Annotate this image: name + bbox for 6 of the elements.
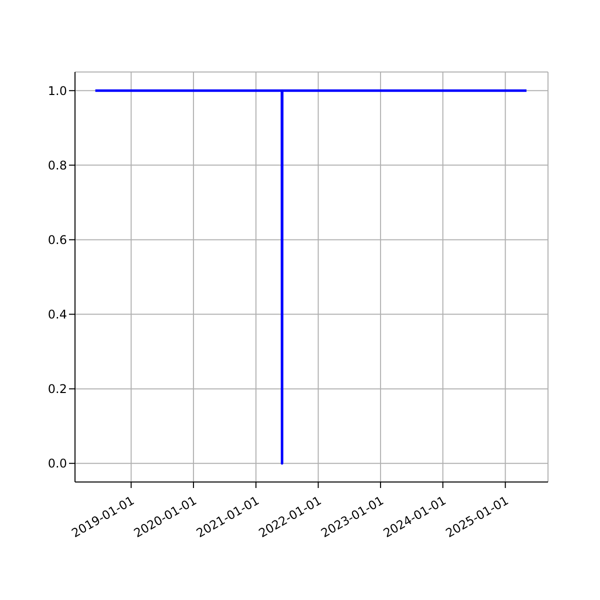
y-tick-label: 0.8 xyxy=(48,158,67,172)
y-tick-label: 0.4 xyxy=(48,308,67,322)
y-tick-label: 0.0 xyxy=(48,456,67,471)
y-tick-label: 0.6 xyxy=(48,232,67,247)
y-tick-label: 1.0 xyxy=(48,84,67,98)
y-tick-label: 0.2 xyxy=(48,382,67,396)
